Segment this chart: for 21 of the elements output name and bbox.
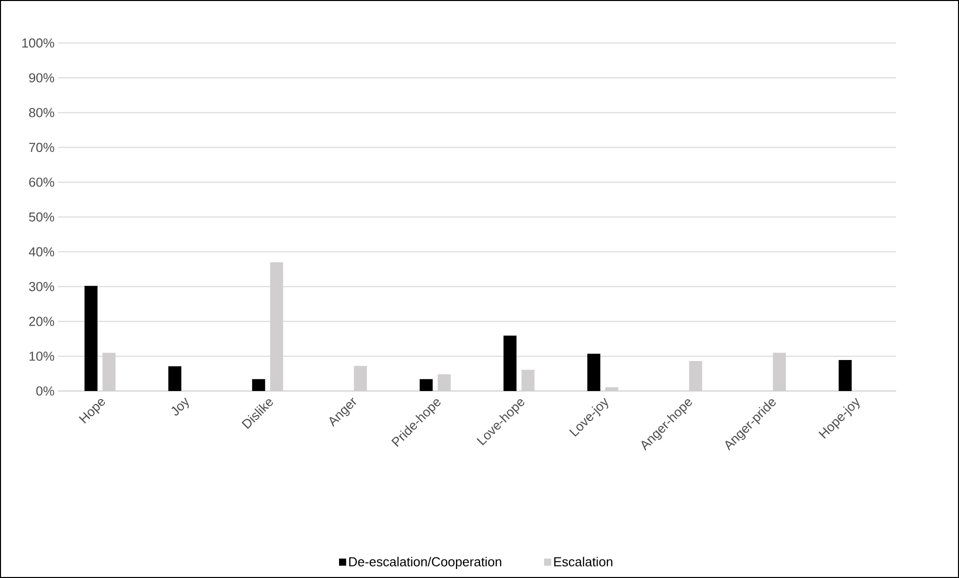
bar [168, 366, 182, 391]
y-tick-label: 10% [30, 352, 54, 361]
bar [252, 379, 266, 391]
y-tick-label: 40% [28, 247, 54, 256]
y-tick-label: 70% [29, 142, 54, 152]
y-tick-label: 60% [29, 178, 54, 187]
y-tick-label: 0% [36, 386, 54, 396]
legend-label: Escalation [554, 556, 612, 566]
y-tick-label: 30% [29, 282, 54, 292]
bar [587, 354, 600, 391]
bar [838, 360, 852, 391]
y-tick-label: 100% [22, 38, 54, 48]
y-tick-label: 50% [29, 212, 54, 222]
x-tick-label: Joy [171, 397, 189, 416]
bar [504, 336, 516, 391]
bar [420, 379, 433, 391]
y-tick-label: 20% [29, 316, 54, 326]
y-tick-label: 90% [29, 73, 54, 82]
bar [84, 286, 98, 391]
legend-label: De-escalation/Cooperation [349, 556, 502, 569]
y-tick-label: 80% [29, 108, 54, 118]
